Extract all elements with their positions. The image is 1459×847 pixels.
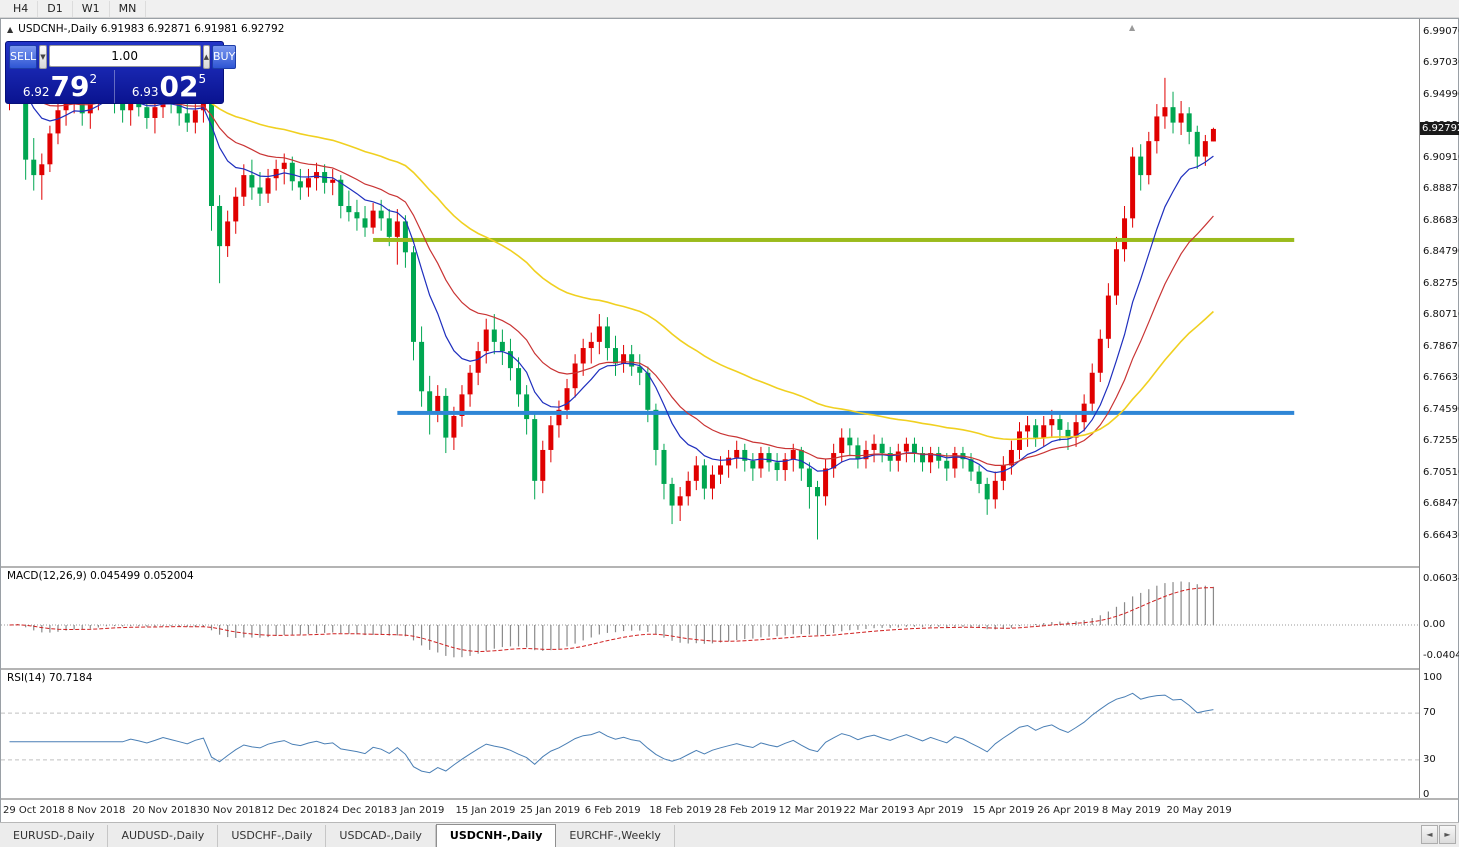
price-chart-panel[interactable]: ▲ USDCNH-,Daily 6.91983 6.92871 6.91981 6… (1, 19, 1458, 566)
tab-usdcad-daily[interactable]: USDCAD-,Daily (326, 825, 436, 847)
date-label: 12 Dec 2018 (261, 805, 326, 816)
macd-axis-label: 0.060342 (1423, 573, 1459, 585)
rsi-chart-canvas[interactable] (1, 670, 1420, 798)
rsi-panel[interactable]: RSI(14) 70.7184 (1, 670, 1458, 798)
rsi-axis-label: 70 (1423, 707, 1436, 719)
tab-audusd-daily[interactable]: AUDUSD-,Daily (108, 825, 219, 847)
timeframe-button-h4[interactable]: H4 (4, 0, 39, 17)
symbol-tabbar: EURUSD-,Daily AUDUSD-,Daily USDCHF-,Daily U… (0, 822, 1459, 847)
buy-button[interactable]: BUY (211, 45, 237, 69)
date-label: 20 Nov 2018 (132, 805, 197, 816)
sell-price-pip-digit: 2 (89, 72, 98, 86)
date-label: 22 Mar 2019 (843, 805, 907, 816)
price-axis-label: 6.86830 (1423, 214, 1459, 226)
date-label: 3 Jan 2019 (390, 805, 445, 816)
date-label: 8 May 2019 (1101, 805, 1161, 816)
price-axis-label: 6.97030 (1423, 57, 1459, 69)
buy-price-display[interactable]: 6.93 02 5 (114, 70, 223, 103)
date-label: 15 Jan 2019 (455, 805, 516, 816)
price-axis-label: 6.74590 (1423, 403, 1459, 415)
chart-ohlc-title: USDCNH-,Daily 6.91983 6.92871 6.91981 6.… (18, 23, 285, 35)
price-axis-label: 6.78670 (1423, 340, 1459, 352)
price-axis-label: 6.90910 (1423, 151, 1459, 163)
volume-input[interactable] (48, 45, 201, 67)
price-axis-label: 6.82750 (1423, 277, 1459, 289)
date-label: 20 May 2019 (1166, 805, 1232, 816)
tab-scroll-left-icon[interactable]: ◄ (1421, 825, 1438, 844)
tab-usdchf-daily[interactable]: USDCHF-,Daily (218, 825, 327, 847)
rsi-axis-label: 0 (1423, 789, 1430, 800)
current-price-tag: 6.92792 (1420, 121, 1459, 135)
date-label: 24 Dec 2018 (326, 805, 391, 816)
date-label: 15 Apr 2019 (972, 805, 1035, 816)
macd-panel[interactable]: MACD(12,26,9) 0.045499 0.052004 (1, 568, 1458, 668)
date-label: 12 Mar 2019 (778, 805, 843, 816)
macd-axis-label: 0.00 (1423, 619, 1446, 630)
price-axis-label: 6.80710 (1423, 309, 1459, 321)
tab-usdcnh-daily[interactable]: USDCNH-,Daily (435, 824, 557, 847)
rsi-axis-label: 100 (1423, 672, 1443, 683)
date-label: 30 Nov 2018 (196, 805, 261, 816)
macd-label: MACD(12,26,9) 0.045499 0.052004 (7, 570, 194, 582)
price-axis-label: 6.76630 (1423, 372, 1459, 384)
date-label: 26 Apr 2019 (1037, 805, 1100, 816)
rsi-label: RSI(14) 70.7184 (7, 672, 93, 684)
one-click-trading-panel: SELL ▼ ▲ BUY 6.92 79 2 6.93 02 5 (5, 41, 237, 104)
chart-title: ▲ USDCNH-,Daily 6.91983 6.92871 6.91981 6… (7, 23, 284, 35)
sell-price-display[interactable]: 6.92 79 2 (6, 70, 114, 103)
price-axis[interactable]: 6.92792 6.990706.970306.949906.929506.90… (1419, 19, 1459, 800)
price-axis-label: 6.70510 (1423, 466, 1459, 478)
macd-chart-canvas[interactable] (1, 568, 1420, 668)
buy-price-big-digits: 02 (159, 69, 199, 103)
timeframe-toolbar: H4 D1 W1 MN (0, 0, 1459, 18)
date-axis[interactable]: 29 Oct 2018 8 Nov 2018 20 Nov 2018 30 Nov 2… (1, 800, 1458, 823)
volume-decrease-icon[interactable]: ▼ (39, 45, 47, 69)
tab-eurusd-daily[interactable]: EURUSD-,Daily (0, 825, 109, 847)
one-click-collapse-icon[interactable]: ▲ (7, 25, 14, 34)
tab-eurchf-weekly[interactable]: EURCHF-,Weekly (556, 825, 675, 847)
panel-splitter[interactable] (1, 668, 1458, 670)
date-label: 28 Feb 2019 (714, 805, 777, 816)
volume-increase-icon[interactable]: ▲ (202, 45, 210, 69)
date-label: 29 Oct 2018 (3, 805, 65, 816)
price-axis-label: 6.88870 (1423, 183, 1459, 195)
sell-price-big-digits: 79 (50, 69, 90, 103)
buy-price-prefix: 6.93 (131, 85, 159, 99)
timeframe-button-mn[interactable]: MN (110, 0, 147, 17)
date-label: 3 Apr 2019 (907, 805, 964, 816)
date-label: 6 Feb 2019 (584, 805, 641, 816)
panel-splitter[interactable] (1, 798, 1458, 800)
timeframe-button-d1[interactable]: D1 (38, 0, 73, 17)
chart-shift-marker-icon[interactable]: ▲ (1129, 23, 1136, 32)
price-axis-label: 6.94990 (1423, 88, 1459, 100)
buy-price-pip-digit: 5 (198, 72, 207, 86)
price-axis-label: 6.99070 (1423, 25, 1459, 37)
macd-axis-label: -0.040413 (1423, 649, 1459, 661)
date-label: 18 Feb 2019 (649, 805, 712, 816)
sell-button[interactable]: SELL (9, 45, 38, 69)
tab-scroll-right-icon[interactable]: ► (1439, 825, 1456, 844)
price-axis-label: 6.72550 (1423, 435, 1459, 447)
panel-splitter[interactable] (1, 566, 1458, 568)
price-axis-label: 6.68470 (1423, 498, 1459, 510)
tab-scroller: ◄ ► (1421, 825, 1456, 844)
chart-window: ▲ USDCNH-,Daily 6.91983 6.92871 6.91981 6… (0, 18, 1459, 823)
date-label: 25 Jan 2019 (520, 805, 581, 816)
date-label: 8 Nov 2018 (67, 805, 126, 816)
price-axis-label: 6.84790 (1423, 246, 1459, 258)
rsi-axis-label: 30 (1423, 753, 1436, 765)
timeframe-button-w1[interactable]: W1 (73, 0, 110, 17)
sell-price-prefix: 6.92 (22, 85, 50, 99)
